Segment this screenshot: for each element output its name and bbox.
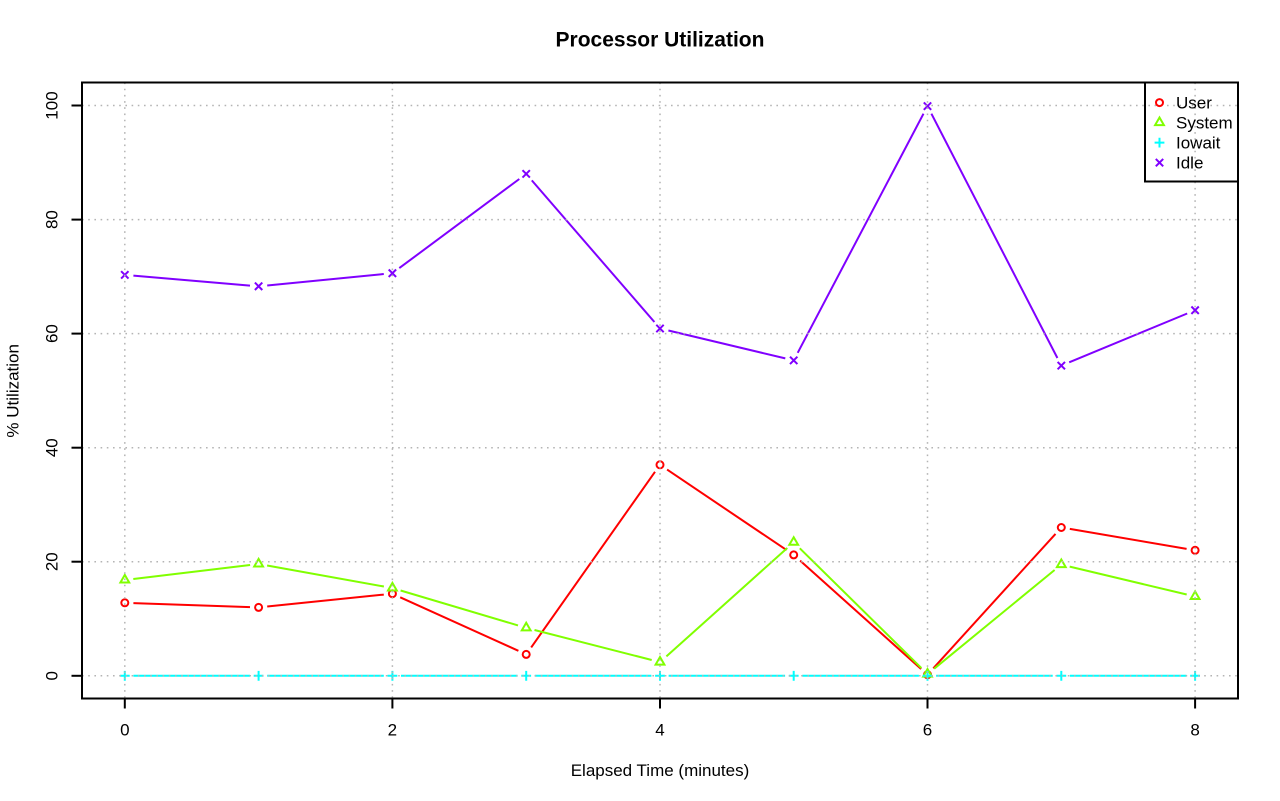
svg-text:User: User (1176, 94, 1212, 113)
svg-text:0: 0 (120, 720, 129, 739)
svg-text:Iowait: Iowait (1176, 134, 1221, 153)
svg-text:6: 6 (923, 720, 932, 739)
svg-text:40: 40 (43, 438, 62, 457)
svg-text:2: 2 (388, 720, 397, 739)
svg-text:% Utilization: % Utilization (4, 344, 23, 438)
svg-text:0: 0 (43, 671, 62, 680)
svg-text:System: System (1176, 114, 1233, 133)
svg-text:60: 60 (43, 324, 62, 343)
svg-text:Elapsed Time (minutes): Elapsed Time (minutes) (571, 761, 750, 780)
svg-text:100: 100 (43, 91, 62, 119)
svg-text:4: 4 (655, 720, 664, 739)
svg-text:Idle: Idle (1176, 154, 1203, 173)
svg-text:20: 20 (43, 552, 62, 571)
svg-text:8: 8 (1190, 720, 1199, 739)
svg-text:Processor Utilization: Processor Utilization (556, 28, 765, 51)
svg-text:80: 80 (43, 210, 62, 229)
